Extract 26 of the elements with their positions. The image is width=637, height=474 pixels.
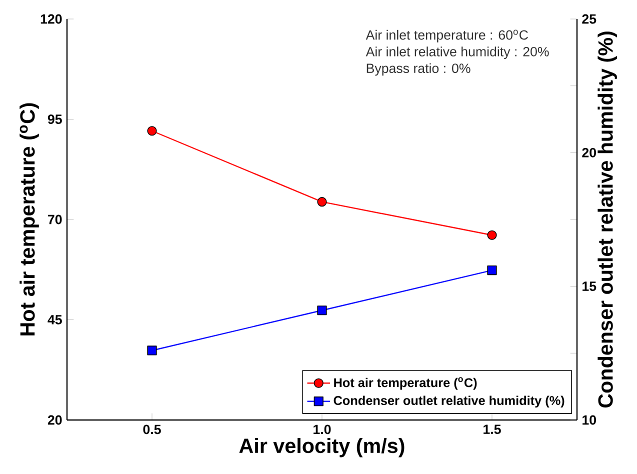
point [317, 197, 327, 207]
y2-tick-label: 25 [582, 14, 596, 24]
annotation: Air inlet temperature : 60$^{o}$C [366, 30, 528, 42]
legend-label: Hot air temperature ($^{o}$C) [334, 377, 477, 390]
legend-label: Condenser outlet relative humidity (%) [334, 396, 564, 408]
y-tick-label: 95 [48, 114, 62, 124]
y2-tick-label: 20 [582, 148, 596, 158]
point [317, 306, 327, 316]
y-tick-label: 70 [48, 214, 62, 224]
y2-tick-label: 10 [582, 415, 596, 425]
x-axis-title: Air velocity (m/s) [239, 438, 404, 458]
point [487, 265, 497, 276]
y-tick-label: 45 [48, 315, 62, 324]
point [487, 230, 497, 240]
point [147, 126, 157, 136]
y-tick-label: 20 [48, 415, 62, 425]
y2-tick-label: 15 [582, 282, 596, 291]
x-tick-label: 1.0 [314, 424, 331, 434]
x-tick-label: 1.5 [484, 424, 501, 434]
point [147, 346, 157, 356]
x-tick-label: 0.5 [143, 424, 161, 434]
y-tick-label: 120 [40, 14, 62, 24]
y-axis-title: Hot air temperature ($^{o}$C) [20, 103, 39, 336]
y2-axis-title: Condenser outlet relative humidity (%) [598, 32, 617, 408]
annotation: Air inlet relative humidity : 20% [366, 46, 549, 60]
annotation: Bypass ratio : 0% [366, 63, 470, 76]
